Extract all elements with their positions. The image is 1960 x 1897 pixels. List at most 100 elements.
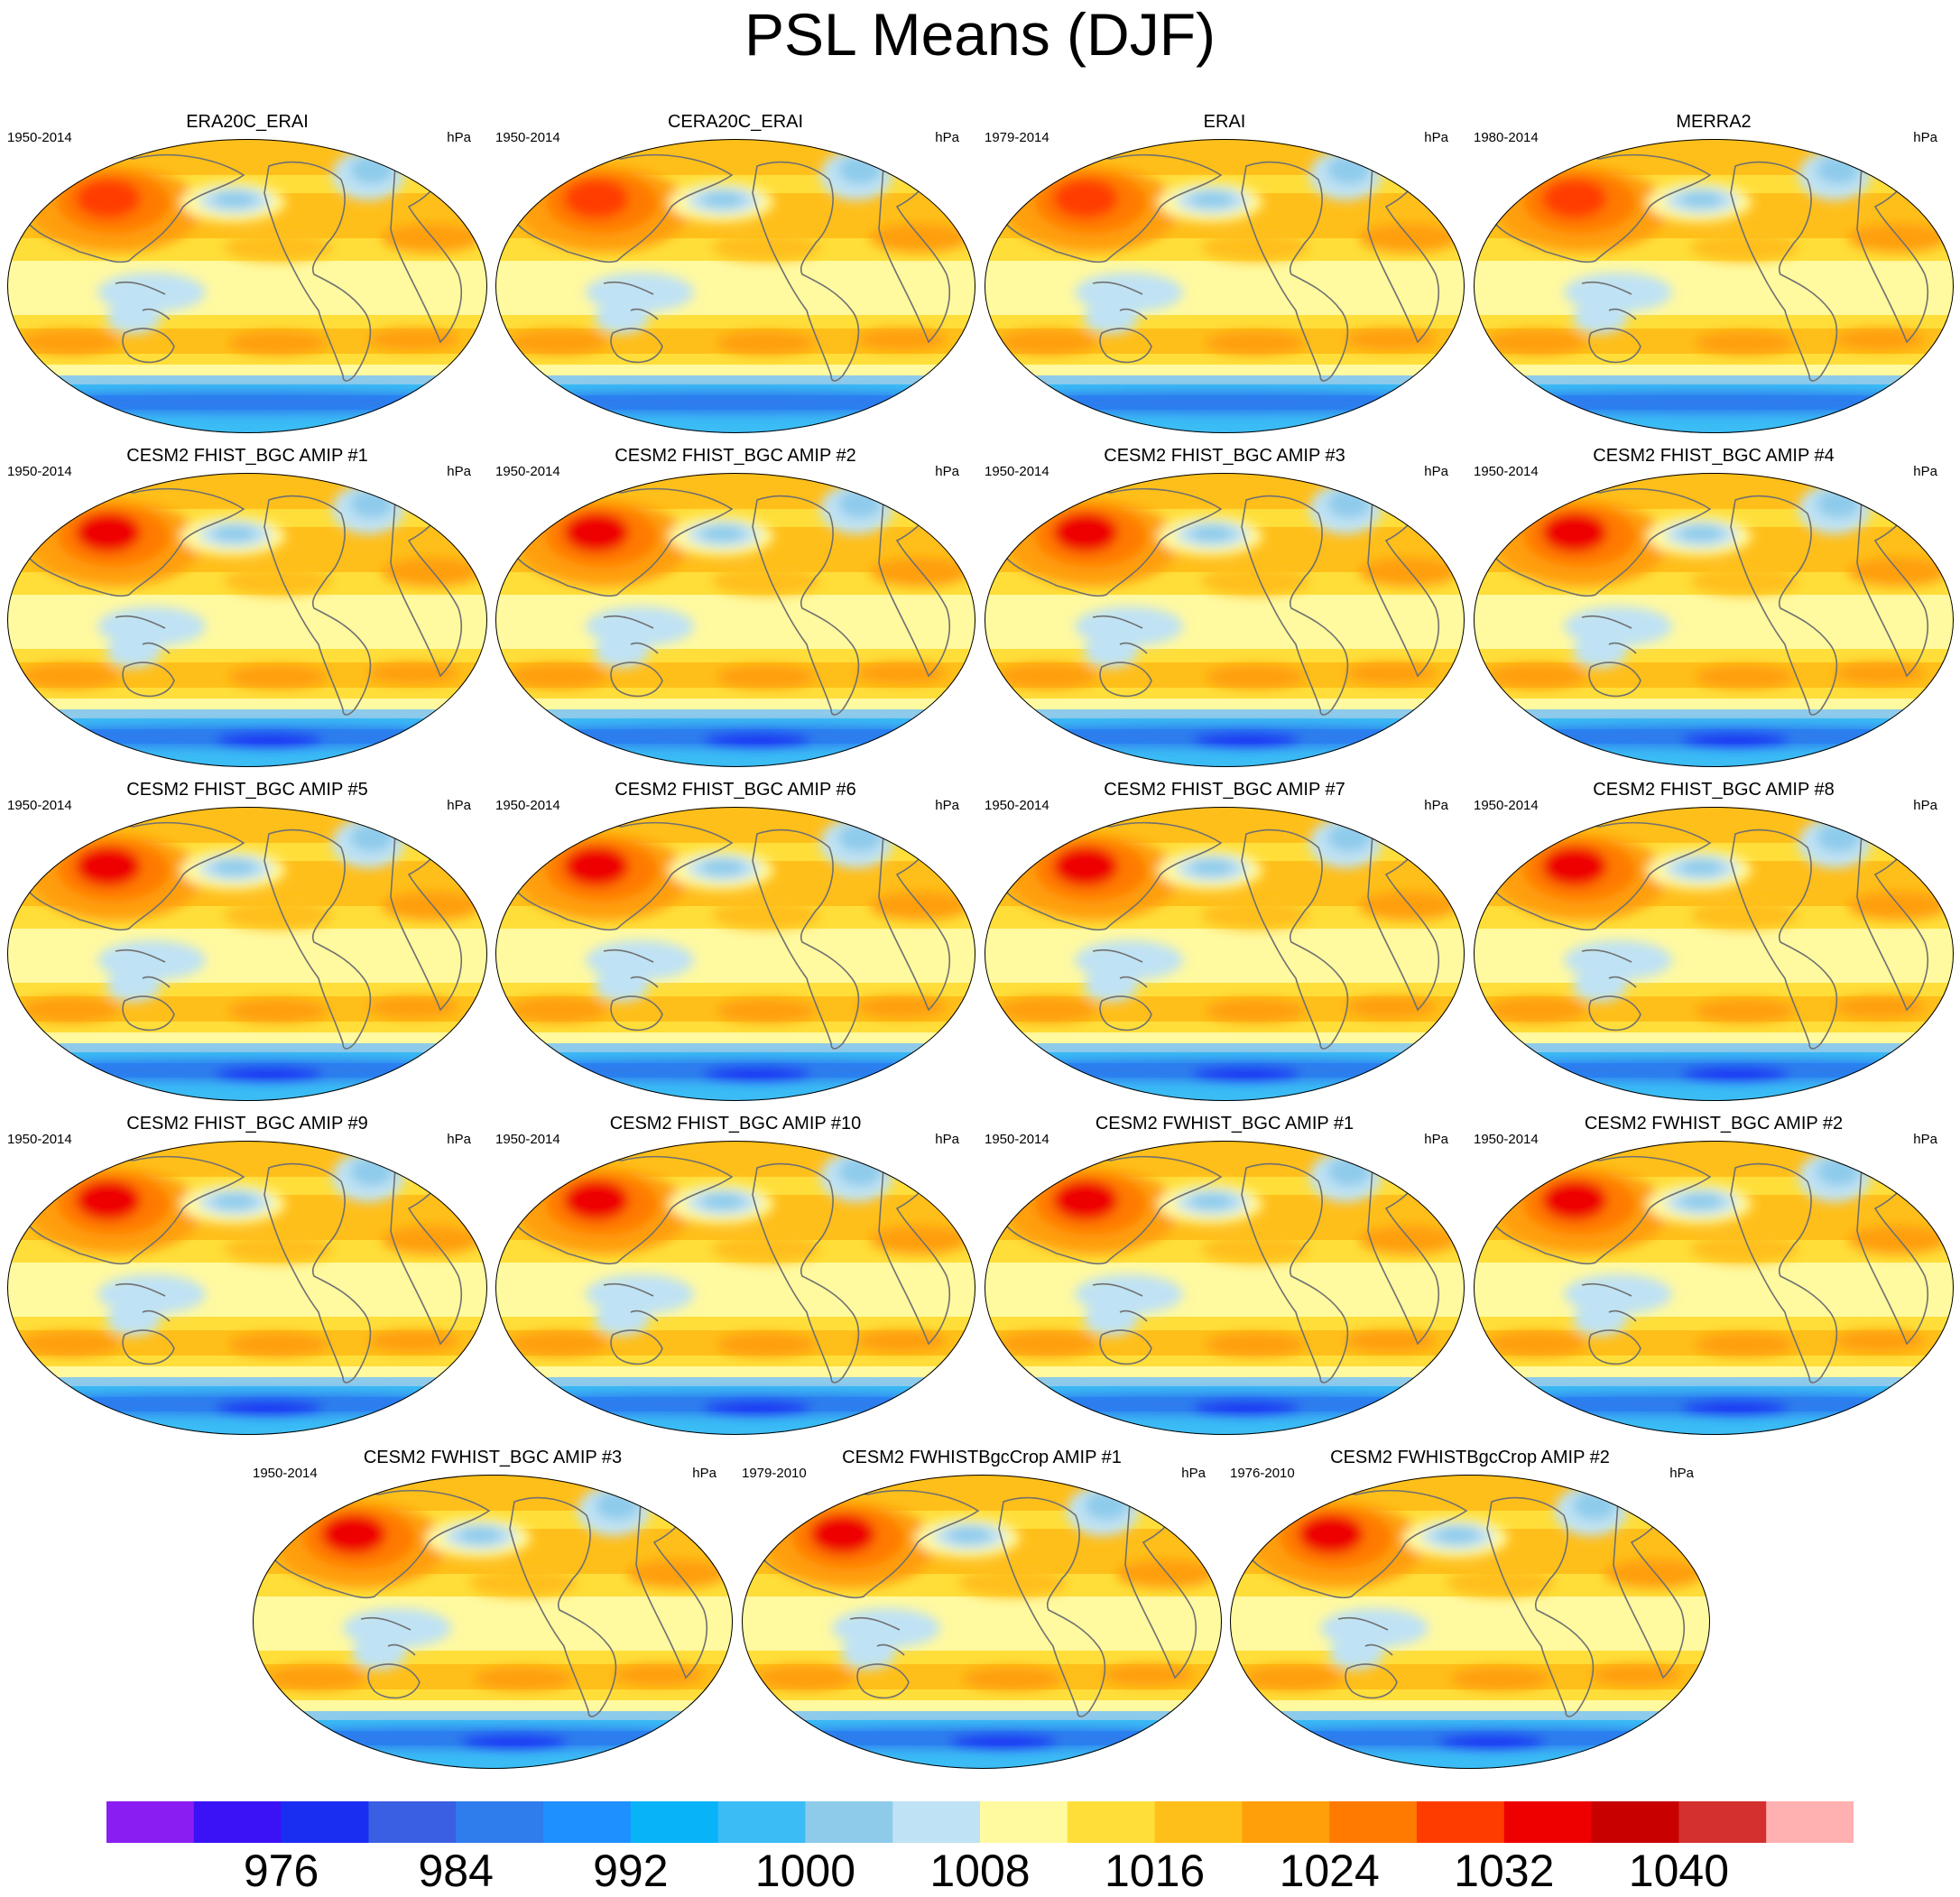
coastline-path [263, 828, 372, 1050]
south-pacific-high [717, 331, 816, 355]
panel-units: hPa [1913, 1132, 1937, 1147]
panel-years: 1979-2010 [742, 1466, 807, 1481]
panel-title: CESM2 FHIST_BGC AMIP #2 [615, 446, 856, 466]
pressure-band [1230, 1700, 1710, 1711]
map-panel [7, 473, 487, 767]
pressure-band [742, 1700, 1222, 1711]
pressure-band [1474, 384, 1954, 395]
south-atlantic-high [368, 996, 458, 1018]
coastline-path [992, 821, 1223, 931]
southern-ocean-low [1474, 392, 1954, 413]
coastline-path [115, 948, 171, 988]
panel-years: 1950-2014 [985, 464, 1049, 479]
aleutian-low-core [213, 191, 256, 208]
coastline-path [14, 821, 245, 931]
pressure-band [253, 1711, 733, 1720]
south-indian-high [509, 329, 608, 355]
pressure-field [1474, 1141, 1954, 1435]
panel-title: CESM2 FHIST_BGC AMIP #6 [615, 780, 856, 800]
aleutian-low-core [1190, 525, 1234, 541]
coastline-path [1099, 995, 1152, 1032]
pressure-band [1474, 807, 1954, 843]
azores-high [1848, 224, 1947, 253]
southern-ocean-low-core [1681, 1401, 1789, 1415]
aleutian-low-core [948, 1527, 991, 1543]
pressure-band [985, 139, 1465, 175]
pressure-band [7, 983, 487, 996]
pressure-field [985, 807, 1465, 1101]
coastline-path [998, 1496, 1106, 1717]
coastline-path [1099, 662, 1152, 698]
pressure-band [7, 315, 487, 329]
coastline-path [992, 153, 1223, 264]
icelandic-low-core [350, 823, 393, 852]
pressure-band [985, 365, 1465, 375]
siberian-high-core [321, 1514, 386, 1554]
pressure-band [985, 1032, 1465, 1043]
south-pacific-high [717, 999, 816, 1023]
pressure-band [7, 1317, 487, 1330]
azores-high [1359, 558, 1458, 587]
pressure-band [7, 1032, 487, 1043]
south-pacific-high [717, 665, 816, 689]
coastline-path [603, 948, 659, 988]
siberian-high-core [1542, 847, 1607, 886]
coastlines [1481, 1155, 1928, 1383]
icelandic-low-core [350, 1157, 393, 1186]
map-outline [7, 139, 487, 433]
south-indian-high [1487, 1331, 1586, 1356]
panel-units: hPa [447, 130, 471, 145]
coastline-path [1588, 328, 1641, 364]
southern-ocean-low-core [703, 1401, 811, 1415]
coastline-path [603, 281, 659, 320]
pressure-band [495, 1366, 975, 1377]
panel-title: CESM2 FWHIST_BGC AMIP #3 [363, 1448, 623, 1467]
coastline-path [610, 662, 663, 698]
colorbar-swatch [106, 1801, 195, 1843]
pressure-band [742, 1651, 1222, 1664]
south-atlantic-high [1345, 996, 1436, 1018]
pressure-field [7, 473, 487, 767]
pressure-field [1474, 473, 1954, 767]
aleutian-low-core [701, 859, 744, 875]
pressure-band [985, 315, 1465, 329]
siberian-high-core [76, 179, 141, 218]
pressure-band [742, 1689, 1222, 1700]
pressure-band [7, 139, 487, 175]
southern-ocean-low-core [215, 733, 323, 747]
icelandic-low-core [1327, 823, 1371, 852]
pressure-band [7, 649, 487, 662]
coastlines [503, 821, 950, 1050]
pressure-band [495, 709, 975, 718]
north-pacific-high [1201, 901, 1309, 930]
south-pacific-high [474, 1667, 573, 1690]
aleutian-low-core [701, 525, 744, 541]
coastline-path [1730, 1162, 1838, 1383]
colorbar-swatch [892, 1801, 981, 1843]
south-pacific-high [228, 331, 328, 355]
pressure-band [1474, 473, 1954, 509]
pressure-band [495, 649, 975, 662]
pressure-field [7, 807, 487, 1101]
panel-years: 1950-2014 [1474, 1132, 1539, 1147]
pressure-band [985, 473, 1465, 509]
colorbar-swatch [281, 1801, 369, 1843]
siberian-high-core [76, 513, 141, 552]
south-pacific-high [228, 999, 328, 1023]
siberian-high-core [1299, 1514, 1364, 1554]
coastline-path [1481, 821, 1712, 931]
coastline-path [752, 1162, 860, 1383]
panel-years: 1950-2014 [495, 1132, 560, 1147]
icelandic-low-core [1817, 489, 1860, 518]
pressure-band [985, 807, 1465, 843]
coastline-path [1337, 1616, 1393, 1656]
coastline-path [603, 615, 659, 654]
panel-title: CESM2 FWHIST_BGC AMIP #2 [1584, 1114, 1844, 1134]
panel-title: CESM2 FHIST_BGC AMIP #8 [1593, 780, 1835, 800]
south-atlantic-high [614, 1664, 704, 1686]
south-indian-high [1487, 997, 1586, 1023]
south-atlantic-high [856, 662, 947, 684]
southern-ocean-low-core [215, 1401, 323, 1415]
coastline-path [14, 153, 245, 264]
pressure-band [253, 1689, 733, 1700]
